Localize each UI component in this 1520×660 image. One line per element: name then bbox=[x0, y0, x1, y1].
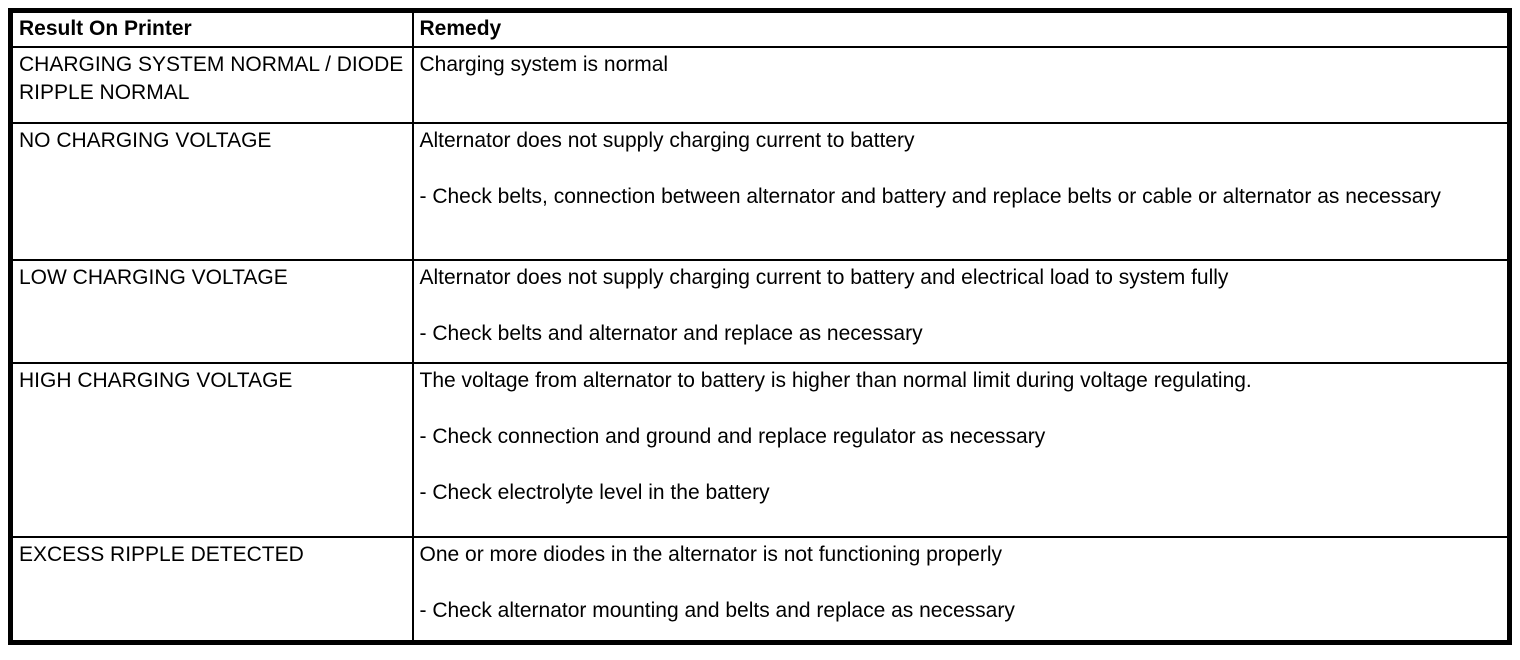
remedy-check-item: - Check electrolyte level in the battery bbox=[419, 481, 770, 504]
table-row: LOW CHARGING VOLTAGE Alternator does not… bbox=[8, 259, 1512, 364]
remedy-description: Alternator does not supply charging curr… bbox=[419, 266, 1229, 289]
remedy-check-item: - Check belts, connection between altern… bbox=[419, 185, 1441, 208]
remedy-check-item: - Check connection and ground and replac… bbox=[419, 425, 1046, 448]
diagnostic-results-table: Result On Printer Remedy CHARGING SYSTEM… bbox=[8, 8, 1512, 645]
table-header-row: Result On Printer Remedy bbox=[8, 8, 1512, 48]
result-cell: NO CHARGING VOLTAGE bbox=[8, 122, 414, 261]
table-row: NO CHARGING VOLTAGE Alternator does not … bbox=[8, 122, 1512, 261]
table-row: CHARGING SYSTEM NORMAL / DIODE RIPPLE NO… bbox=[8, 46, 1512, 124]
result-cell: HIGH CHARGING VOLTAGE bbox=[8, 362, 414, 538]
remedy-check-item: - Check alternator mounting and belts an… bbox=[419, 599, 1015, 622]
column-header-result-on-printer: Result On Printer bbox=[8, 8, 414, 48]
remedy-cell: One or more diodes in the alternator is … bbox=[411, 536, 1512, 645]
remedy-description: Alternator does not supply charging curr… bbox=[419, 129, 915, 152]
remedy-cell: Alternator does not supply charging curr… bbox=[411, 122, 1512, 261]
remedy-check-item: - Check belts and alternator and replace… bbox=[419, 322, 923, 345]
remedy-cell: The voltage from alternator to battery i… bbox=[411, 362, 1512, 538]
result-cell: CHARGING SYSTEM NORMAL / DIODE RIPPLE NO… bbox=[8, 46, 414, 124]
column-header-remedy: Remedy bbox=[411, 8, 1512, 48]
remedy-description: The voltage from alternator to battery i… bbox=[419, 369, 1252, 392]
result-cell: LOW CHARGING VOLTAGE bbox=[8, 259, 414, 364]
table-row: HIGH CHARGING VOLTAGE The voltage from a… bbox=[8, 362, 1512, 538]
remedy-description: Charging system is normal bbox=[419, 53, 669, 76]
result-cell: EXCESS RIPPLE DETECTED bbox=[8, 536, 414, 645]
table-row: EXCESS RIPPLE DETECTED One or more diode… bbox=[8, 536, 1512, 645]
remedy-description: One or more diodes in the alternator is … bbox=[419, 543, 1003, 566]
remedy-cell: Alternator does not supply charging curr… bbox=[411, 259, 1512, 364]
remedy-cell: Charging system is normal bbox=[411, 46, 1512, 124]
